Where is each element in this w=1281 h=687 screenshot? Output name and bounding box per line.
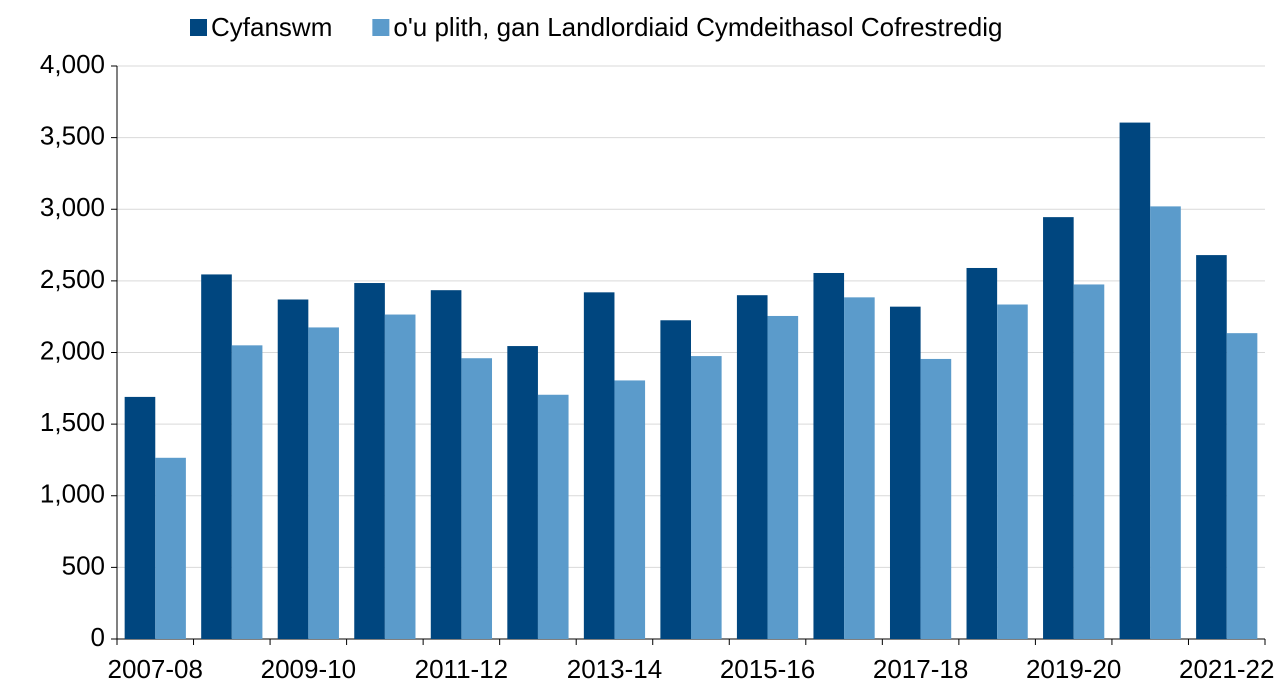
y-tick-label: 1,500: [40, 407, 105, 437]
legend-swatch: [372, 19, 390, 36]
y-tick-label: 0: [91, 622, 105, 652]
y-tick-label: 1,000: [40, 479, 105, 509]
x-tick-label: 2009-10: [261, 654, 356, 684]
bar: [1196, 255, 1227, 639]
x-tick-label: 2017-18: [873, 654, 968, 684]
x-tick-label: 2015-16: [720, 654, 815, 684]
bar: [1150, 206, 1181, 639]
bar: [767, 315, 799, 639]
bar: [889, 306, 921, 639]
x-tick-label: 2021-22: [1179, 654, 1274, 684]
bar: [507, 346, 538, 639]
legend-label: Cyfanswm: [211, 12, 332, 42]
x-tick-label: 2007-08: [108, 654, 203, 684]
bar: [1043, 217, 1074, 639]
bar: [844, 297, 875, 639]
y-tick-label: 2,000: [40, 335, 105, 365]
x-tick-label: 2013-14: [567, 654, 662, 684]
bar: [614, 380, 646, 639]
legend-label: o'u plith, gan Landlordiaid Cymdeithasol…: [393, 12, 1002, 42]
legend-swatch: [190, 19, 207, 36]
bar: [691, 356, 722, 639]
bar: [966, 267, 998, 639]
bar: [660, 320, 691, 639]
bar: [124, 396, 156, 639]
bar: [231, 345, 263, 639]
y-tick-label: 500: [62, 550, 105, 580]
bar: [997, 304, 1028, 639]
bar: [461, 358, 493, 639]
y-tick-label: 2,500: [40, 264, 105, 294]
bar: [1226, 333, 1258, 639]
bar: [583, 292, 615, 639]
bar: [155, 457, 186, 639]
bar: [813, 272, 845, 639]
y-tick-label: 3,500: [40, 121, 105, 151]
y-tick-label: 3,000: [40, 192, 105, 222]
bar: [736, 295, 768, 639]
bar: [1119, 122, 1151, 640]
bar: [384, 314, 416, 639]
bar: [1073, 284, 1105, 639]
x-tick-label: 2019-20: [1026, 654, 1121, 684]
bar: [920, 358, 952, 639]
bar: [430, 290, 462, 639]
y-tick-label: 4,000: [40, 49, 105, 79]
x-tick-label: 2011-12: [415, 654, 509, 684]
bar: [201, 274, 232, 639]
bar: [308, 327, 339, 639]
bar: [277, 299, 309, 639]
bar: [354, 283, 385, 639]
bar: [537, 394, 569, 639]
